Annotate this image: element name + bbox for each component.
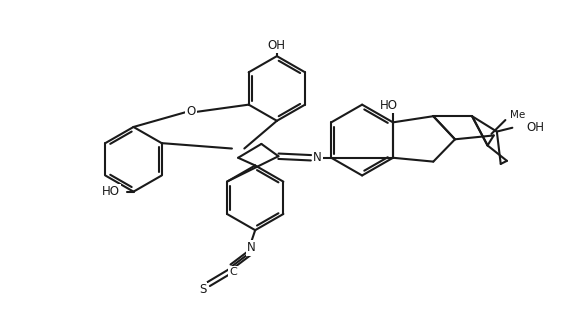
Text: C: C — [229, 267, 237, 277]
Text: Me: Me — [510, 111, 525, 121]
Text: N: N — [313, 151, 321, 164]
Text: OH: OH — [526, 121, 545, 134]
Text: HO: HO — [380, 99, 398, 112]
Text: OH: OH — [268, 39, 286, 52]
Text: O: O — [186, 106, 196, 119]
Text: HO: HO — [102, 185, 120, 198]
Text: N: N — [247, 241, 256, 254]
Text: S: S — [199, 283, 206, 296]
